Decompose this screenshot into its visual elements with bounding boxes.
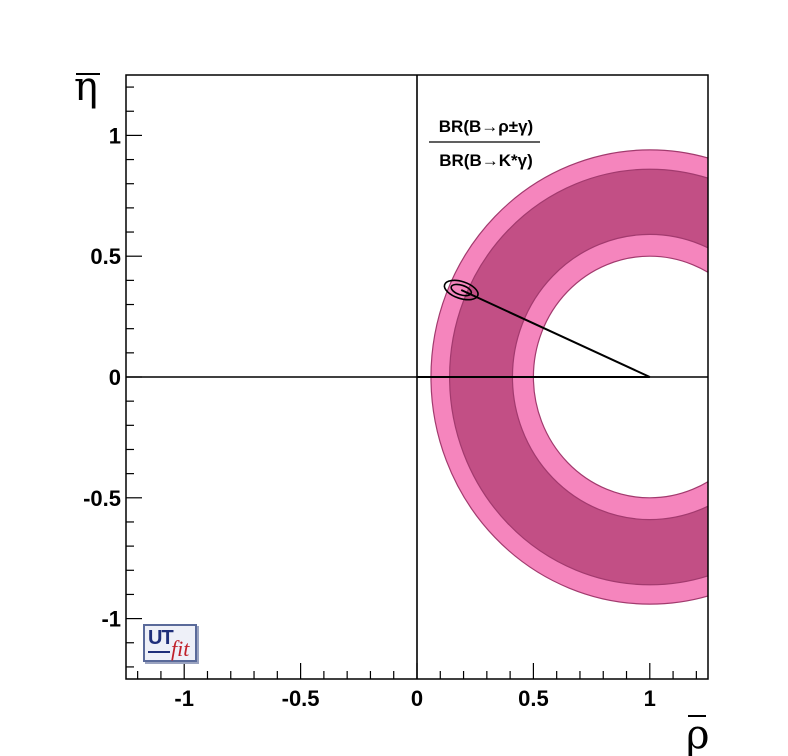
x-tick-label: -1 (174, 686, 194, 711)
unitarity-triangle (417, 279, 651, 378)
x-axis-label: ρ (686, 712, 710, 756)
y-axis-label: η (74, 64, 98, 110)
utfit-logo: UT fit (143, 624, 197, 662)
apex-contour-2 (450, 283, 473, 297)
logo-underline (148, 651, 170, 653)
y-tick-label: 0.5 (90, 244, 121, 269)
triangle-sides (417, 289, 651, 378)
x-tick-label: 0.5 (518, 686, 549, 711)
x-tick-label: 1 (644, 686, 656, 711)
x-tick-label: -0.5 (282, 686, 320, 711)
apex-contour-1 (443, 279, 479, 301)
y-tick-label: -0.5 (83, 486, 121, 511)
axis-ticks (126, 86, 697, 679)
annotation: BR(B→ρ±γ) BR(B→K*γ) (429, 117, 540, 170)
tick-labels: -1 -0.5 0 0.5 1 1 0.5 0 -0.5 -1 (83, 123, 656, 711)
y-tick-label: 0 (109, 365, 121, 390)
y-tick-label: 1 (109, 123, 121, 148)
annotation-denominator: BR(B→K*γ) (439, 151, 533, 170)
annotation-numerator: BR(B→ρ±γ) (439, 117, 533, 136)
y-tick-label: -1 (101, 607, 121, 632)
logo-fit-text: fit (171, 636, 190, 661)
logo-ut-text: UT (148, 627, 174, 649)
x-tick-label: 0 (411, 686, 423, 711)
